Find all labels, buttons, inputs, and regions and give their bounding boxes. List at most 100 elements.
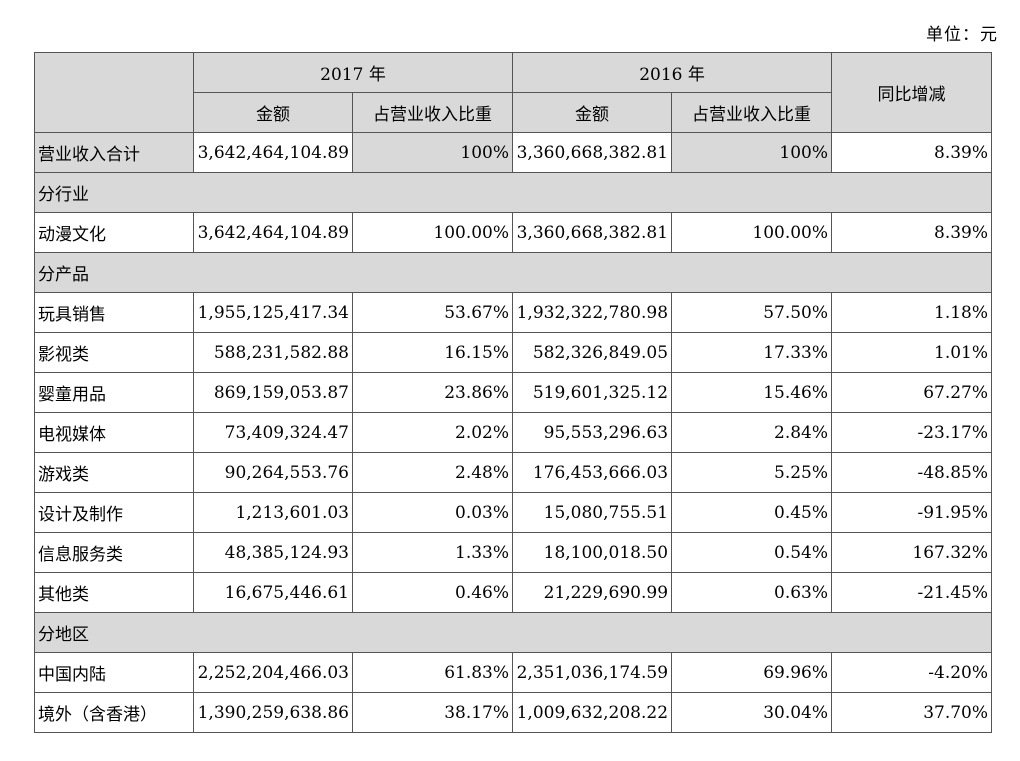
total-amount-2016: 3,360,668,382.81 xyxy=(512,132,673,173)
amount-2016-cell: 18,100,018.50 xyxy=(512,532,673,573)
ratio-2016-cell: 30.04% xyxy=(671,692,833,733)
amount-2016-cell: 176,453,666.03 xyxy=(512,452,673,493)
table-row: 电视媒体 73,409,324.47 2.02% 95,553,296.63 2.84%… xyxy=(34,412,993,453)
row-label: 境外（含香港） xyxy=(34,692,194,733)
yoy-cell: -91.95% xyxy=(831,492,993,533)
amount-2017-cell: 90,264,553.76 xyxy=(193,452,353,493)
ratio-2017-cell: 1.33% xyxy=(351,532,514,573)
total-yoy: 8.39% xyxy=(831,132,993,173)
header-amount-2017: 金额 xyxy=(193,92,353,133)
ratio-2016-cell: 57.50% xyxy=(671,292,833,333)
ratio-2017-cell: 2.48% xyxy=(351,452,514,493)
ratio-2016-cell: 5.25% xyxy=(671,452,833,493)
ratio-2017-cell: 53.67% xyxy=(351,292,514,333)
amount-2016-cell: 1,932,322,780.98 xyxy=(512,292,673,333)
table-row: 信息服务类 48,385,124.93 1.33% 18,100,018.50 0.54… xyxy=(34,532,993,573)
ratio-2017-cell: 0.03% xyxy=(351,492,514,533)
ratio-2017-cell: 61.83% xyxy=(351,652,514,693)
table-row: 动漫文化 3,642,464,104.89 100.00% 3,360,668,382… xyxy=(34,212,993,253)
table-row: 其他类 16,675,446.61 0.46% 21,229,690.99 0.63% -… xyxy=(34,572,993,613)
total-ratio-2017: 100% xyxy=(351,132,514,173)
amount-2017-cell: 588,231,582.88 xyxy=(193,332,353,373)
total-row: 营业收入合计 3,642,464,104.89 100% 3,360,668,3… xyxy=(34,132,993,173)
amount-2017-cell: 1,390,259,638.86 xyxy=(193,692,353,733)
ratio-2016-cell: 17.33% xyxy=(671,332,833,373)
amount-2017-cell: 1,955,125,417.34 xyxy=(193,292,353,333)
amount-2016-cell: 582,326,849.05 xyxy=(512,332,673,373)
row-label: 玩具销售 xyxy=(34,292,194,333)
amount-2016-cell: 95,553,296.63 xyxy=(512,412,673,453)
yoy-cell: 37.70% xyxy=(831,692,993,733)
amount-2017-cell: 48,385,124.93 xyxy=(193,532,353,573)
amount-2016-cell: 21,229,690.99 xyxy=(512,572,673,613)
table-row: 中国内陆 2,252,204,466.03 61.83% 2,351,036,174.… xyxy=(34,652,993,693)
row-label: 游戏类 xyxy=(34,452,194,493)
amount-2017-cell: 1,213,601.03 xyxy=(193,492,353,533)
header-year-2016: 2016 年 xyxy=(512,52,833,93)
yoy-cell: 67.27% xyxy=(831,372,993,413)
row-label: 婴童用品 xyxy=(34,372,194,413)
amount-2016-cell: 519,601,325.12 xyxy=(512,372,673,413)
yoy-cell: 1.18% xyxy=(831,292,993,333)
amount-2016-cell: 2,351,036,174.59 xyxy=(512,652,673,693)
row-label: 电视媒体 xyxy=(34,412,194,453)
header-yoy: 同比增减 xyxy=(831,52,993,133)
ratio-2017-cell: 38.17% xyxy=(351,692,514,733)
amount-2017-cell: 16,675,446.61 xyxy=(193,572,353,613)
table-row: 婴童用品 869,159,053.87 23.86% 519,601,325.12 15… xyxy=(34,372,993,413)
table-row: 玩具销售 1,955,125,417.34 53.67% 1,932,322,780.… xyxy=(34,292,993,333)
total-label: 营业收入合计 xyxy=(34,132,194,173)
amount-2017-cell: 3,642,464,104.89 xyxy=(193,212,353,253)
row-label: 动漫文化 xyxy=(34,212,194,253)
ratio-2017-cell: 16.15% xyxy=(351,332,514,373)
yoy-cell: -23.17% xyxy=(831,412,993,453)
section-label: 分行业 xyxy=(33,172,993,213)
yoy-cell: -48.85% xyxy=(831,452,993,493)
ratio-2016-cell: 100.00% xyxy=(671,212,833,253)
ratio-2016-cell: 0.63% xyxy=(671,572,833,613)
row-label: 其他类 xyxy=(34,572,194,613)
row-label: 设计及制作 xyxy=(34,492,194,533)
row-label: 信息服务类 xyxy=(34,532,194,573)
header-amount-2016: 金额 xyxy=(512,92,673,133)
amount-2016-cell: 15,080,755.51 xyxy=(512,492,673,533)
header-corner-cell xyxy=(34,52,194,133)
yoy-cell: 8.39% xyxy=(831,212,993,253)
table-row: 影视类 588,231,582.88 16.15% 582,326,849.05 17.… xyxy=(34,332,993,373)
row-label: 中国内陆 xyxy=(34,652,194,693)
amount-2016-cell: 3,360,668,382.81 xyxy=(512,212,673,253)
table-body: 营业收入合计 3,642,464,104.89 100% 3,360,668,3… xyxy=(33,132,993,733)
yoy-cell: -21.45% xyxy=(831,572,993,613)
table-row: 游戏类 90,264,553.76 2.48% 176,453,666.03 5.25%… xyxy=(34,452,993,493)
amount-2017-cell: 2,252,204,466.03 xyxy=(193,652,353,693)
yoy-cell: -4.20% xyxy=(831,652,993,693)
table-row: 设计及制作 1,213,601.03 0.03% 15,080,755.51 0.45%… xyxy=(34,492,993,533)
amount-2017-cell: 73,409,324.47 xyxy=(193,412,353,453)
ratio-2016-cell: 0.45% xyxy=(671,492,833,533)
ratio-2017-cell: 0.46% xyxy=(351,572,514,613)
ratio-2017-cell: 23.86% xyxy=(351,372,514,413)
table-header: 2017 年 2016 年 同比增减 金额 占营业收入比重 金额 占营业收入比重 xyxy=(34,52,993,133)
total-ratio-2016: 100% xyxy=(671,132,833,173)
ratio-2017-cell: 100.00% xyxy=(351,212,514,253)
section-label: 分地区 xyxy=(33,612,993,653)
yoy-cell: 167.32% xyxy=(831,532,993,573)
amount-2016-cell: 1,009,632,208.22 xyxy=(512,692,673,733)
section-label: 分产品 xyxy=(33,252,993,293)
ratio-2016-cell: 15.46% xyxy=(671,372,833,413)
revenue-breakdown-table: 2017 年 2016 年 同比增减 金额 占营业收入比重 金额 占营业收入比重… xyxy=(33,52,993,733)
table-row: 境外（含香港） 1,390,259,638.86 38.17% 1,009,632,2… xyxy=(34,692,993,733)
yoy-cell: 1.01% xyxy=(831,332,993,373)
header-ratio-2016: 占营业收入比重 xyxy=(671,92,833,133)
ratio-2016-cell: 0.54% xyxy=(671,532,833,573)
total-amount-2017: 3,642,464,104.89 xyxy=(193,132,353,173)
ratio-2016-cell: 2.84% xyxy=(671,412,833,453)
section-row: 分地区 xyxy=(33,612,993,653)
header-year-2017: 2017 年 xyxy=(192,52,514,93)
section-row: 分产品 xyxy=(33,252,993,293)
section-row: 分行业 xyxy=(33,172,993,213)
row-label: 影视类 xyxy=(34,332,194,373)
amount-2017-cell: 869,159,053.87 xyxy=(193,372,353,413)
header-ratio-2017: 占营业收入比重 xyxy=(351,92,514,133)
ratio-2016-cell: 69.96% xyxy=(671,652,833,693)
